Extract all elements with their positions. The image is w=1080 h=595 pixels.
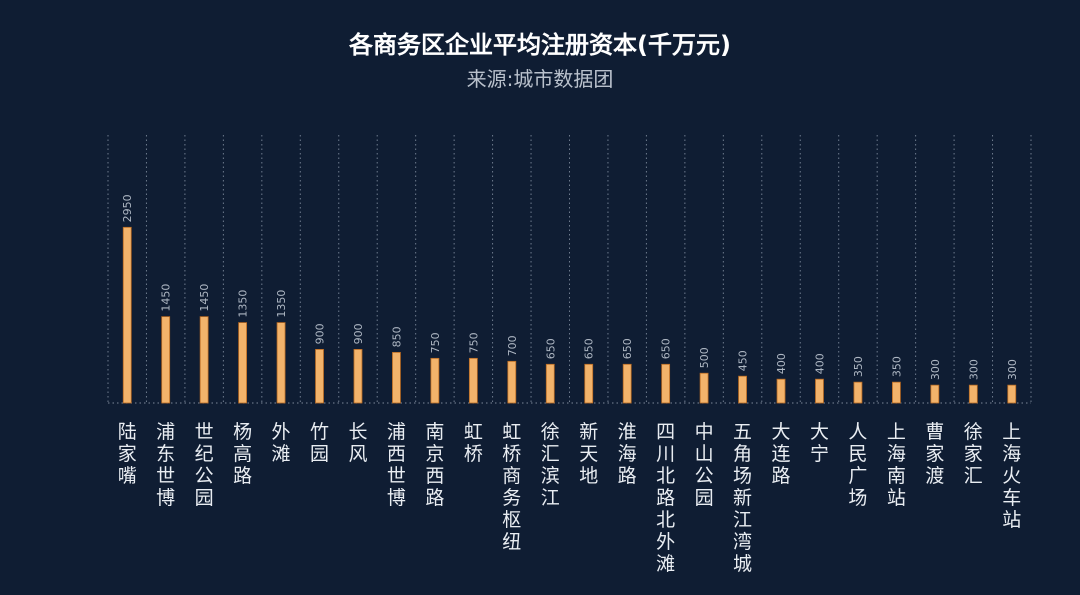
category-label: 五角场新江湾城 <box>733 421 752 575</box>
bar <box>238 322 248 404</box>
bar <box>699 372 709 404</box>
category-label: 人民广场 <box>848 421 867 509</box>
bar <box>661 363 671 404</box>
value-label: 500 <box>698 347 711 368</box>
bar <box>968 384 978 404</box>
category-label: 徐家汇 <box>964 421 983 487</box>
value-label: 1350 <box>237 290 250 318</box>
category-label: 长风 <box>348 421 367 465</box>
bar <box>1007 384 1017 404</box>
bar <box>622 363 632 404</box>
category-label: 浦西世博 <box>387 421 406 509</box>
value-label: 350 <box>852 356 865 377</box>
category-label: 曹家渡 <box>925 421 944 487</box>
gridlines <box>107 135 1032 404</box>
category-label: 南京西路 <box>425 421 444 509</box>
value-label: 900 <box>314 323 327 344</box>
category-label: 外滩 <box>272 421 291 465</box>
bar <box>315 348 324 404</box>
category-label: 世纪公园 <box>195 421 214 509</box>
category-label: 浦东世博 <box>156 421 175 509</box>
bar <box>392 351 401 404</box>
category-label: 淮海路 <box>618 421 637 487</box>
value-label: 450 <box>737 350 750 371</box>
bar <box>930 384 940 404</box>
value-labels: 2950 1450 1450 1350 1350 900 900 850 750 750 700 65… <box>121 194 1019 380</box>
value-label: 1350 <box>275 290 288 318</box>
bar <box>276 322 286 404</box>
value-label: 850 <box>390 326 403 347</box>
category-label: 上海南站 <box>887 421 906 509</box>
value-label: 700 <box>506 335 519 356</box>
bars <box>122 226 1017 404</box>
bar <box>584 363 594 404</box>
category-label: 陆家嘴 <box>118 421 137 487</box>
category-label: 虹桥商务枢纽 <box>502 421 521 553</box>
chart-subtitle: 来源:城市数据团 <box>467 67 614 91</box>
category-label: 竹园 <box>310 421 329 465</box>
value-label: 2950 <box>121 194 134 222</box>
chart-title: 各商务区企业平均注册资本(千万元) <box>348 31 731 59</box>
category-label: 虹桥 <box>464 421 483 465</box>
category-label: 中山公园 <box>695 421 714 509</box>
value-label: 650 <box>544 338 557 359</box>
value-label: 900 <box>352 323 365 344</box>
value-label: 350 <box>890 356 903 377</box>
category-label: 上海火车站 <box>1002 421 1021 531</box>
bar <box>468 357 478 404</box>
value-label: 650 <box>660 338 673 359</box>
value-label: 300 <box>929 359 942 380</box>
category-label: 大连路 <box>772 421 791 487</box>
bar <box>853 381 863 404</box>
bar <box>738 375 747 404</box>
value-label: 750 <box>429 332 442 353</box>
bar <box>353 348 363 404</box>
bar <box>507 360 517 404</box>
category-label: 四川北路北外滩 <box>656 421 675 575</box>
bar <box>891 381 901 404</box>
value-label: 300 <box>967 359 980 380</box>
bar <box>815 378 824 404</box>
bar <box>776 378 786 404</box>
bar <box>430 357 440 404</box>
value-label: 1450 <box>160 284 173 312</box>
bar <box>199 316 209 404</box>
category-label: 大宁 <box>810 421 829 465</box>
value-label: 1450 <box>198 284 211 312</box>
value-label: 300 <box>1006 359 1019 380</box>
category-label: 杨高路 <box>233 421 252 487</box>
category-label: 新天地 <box>579 421 598 487</box>
value-label: 400 <box>813 353 826 374</box>
bar <box>122 226 132 404</box>
bar <box>545 363 555 404</box>
value-label: 400 <box>775 353 788 374</box>
value-label: 650 <box>583 338 596 359</box>
bar <box>161 316 171 404</box>
category-label: 徐汇滨江 <box>541 421 560 509</box>
value-label: 750 <box>467 332 480 353</box>
value-label: 650 <box>621 338 634 359</box>
